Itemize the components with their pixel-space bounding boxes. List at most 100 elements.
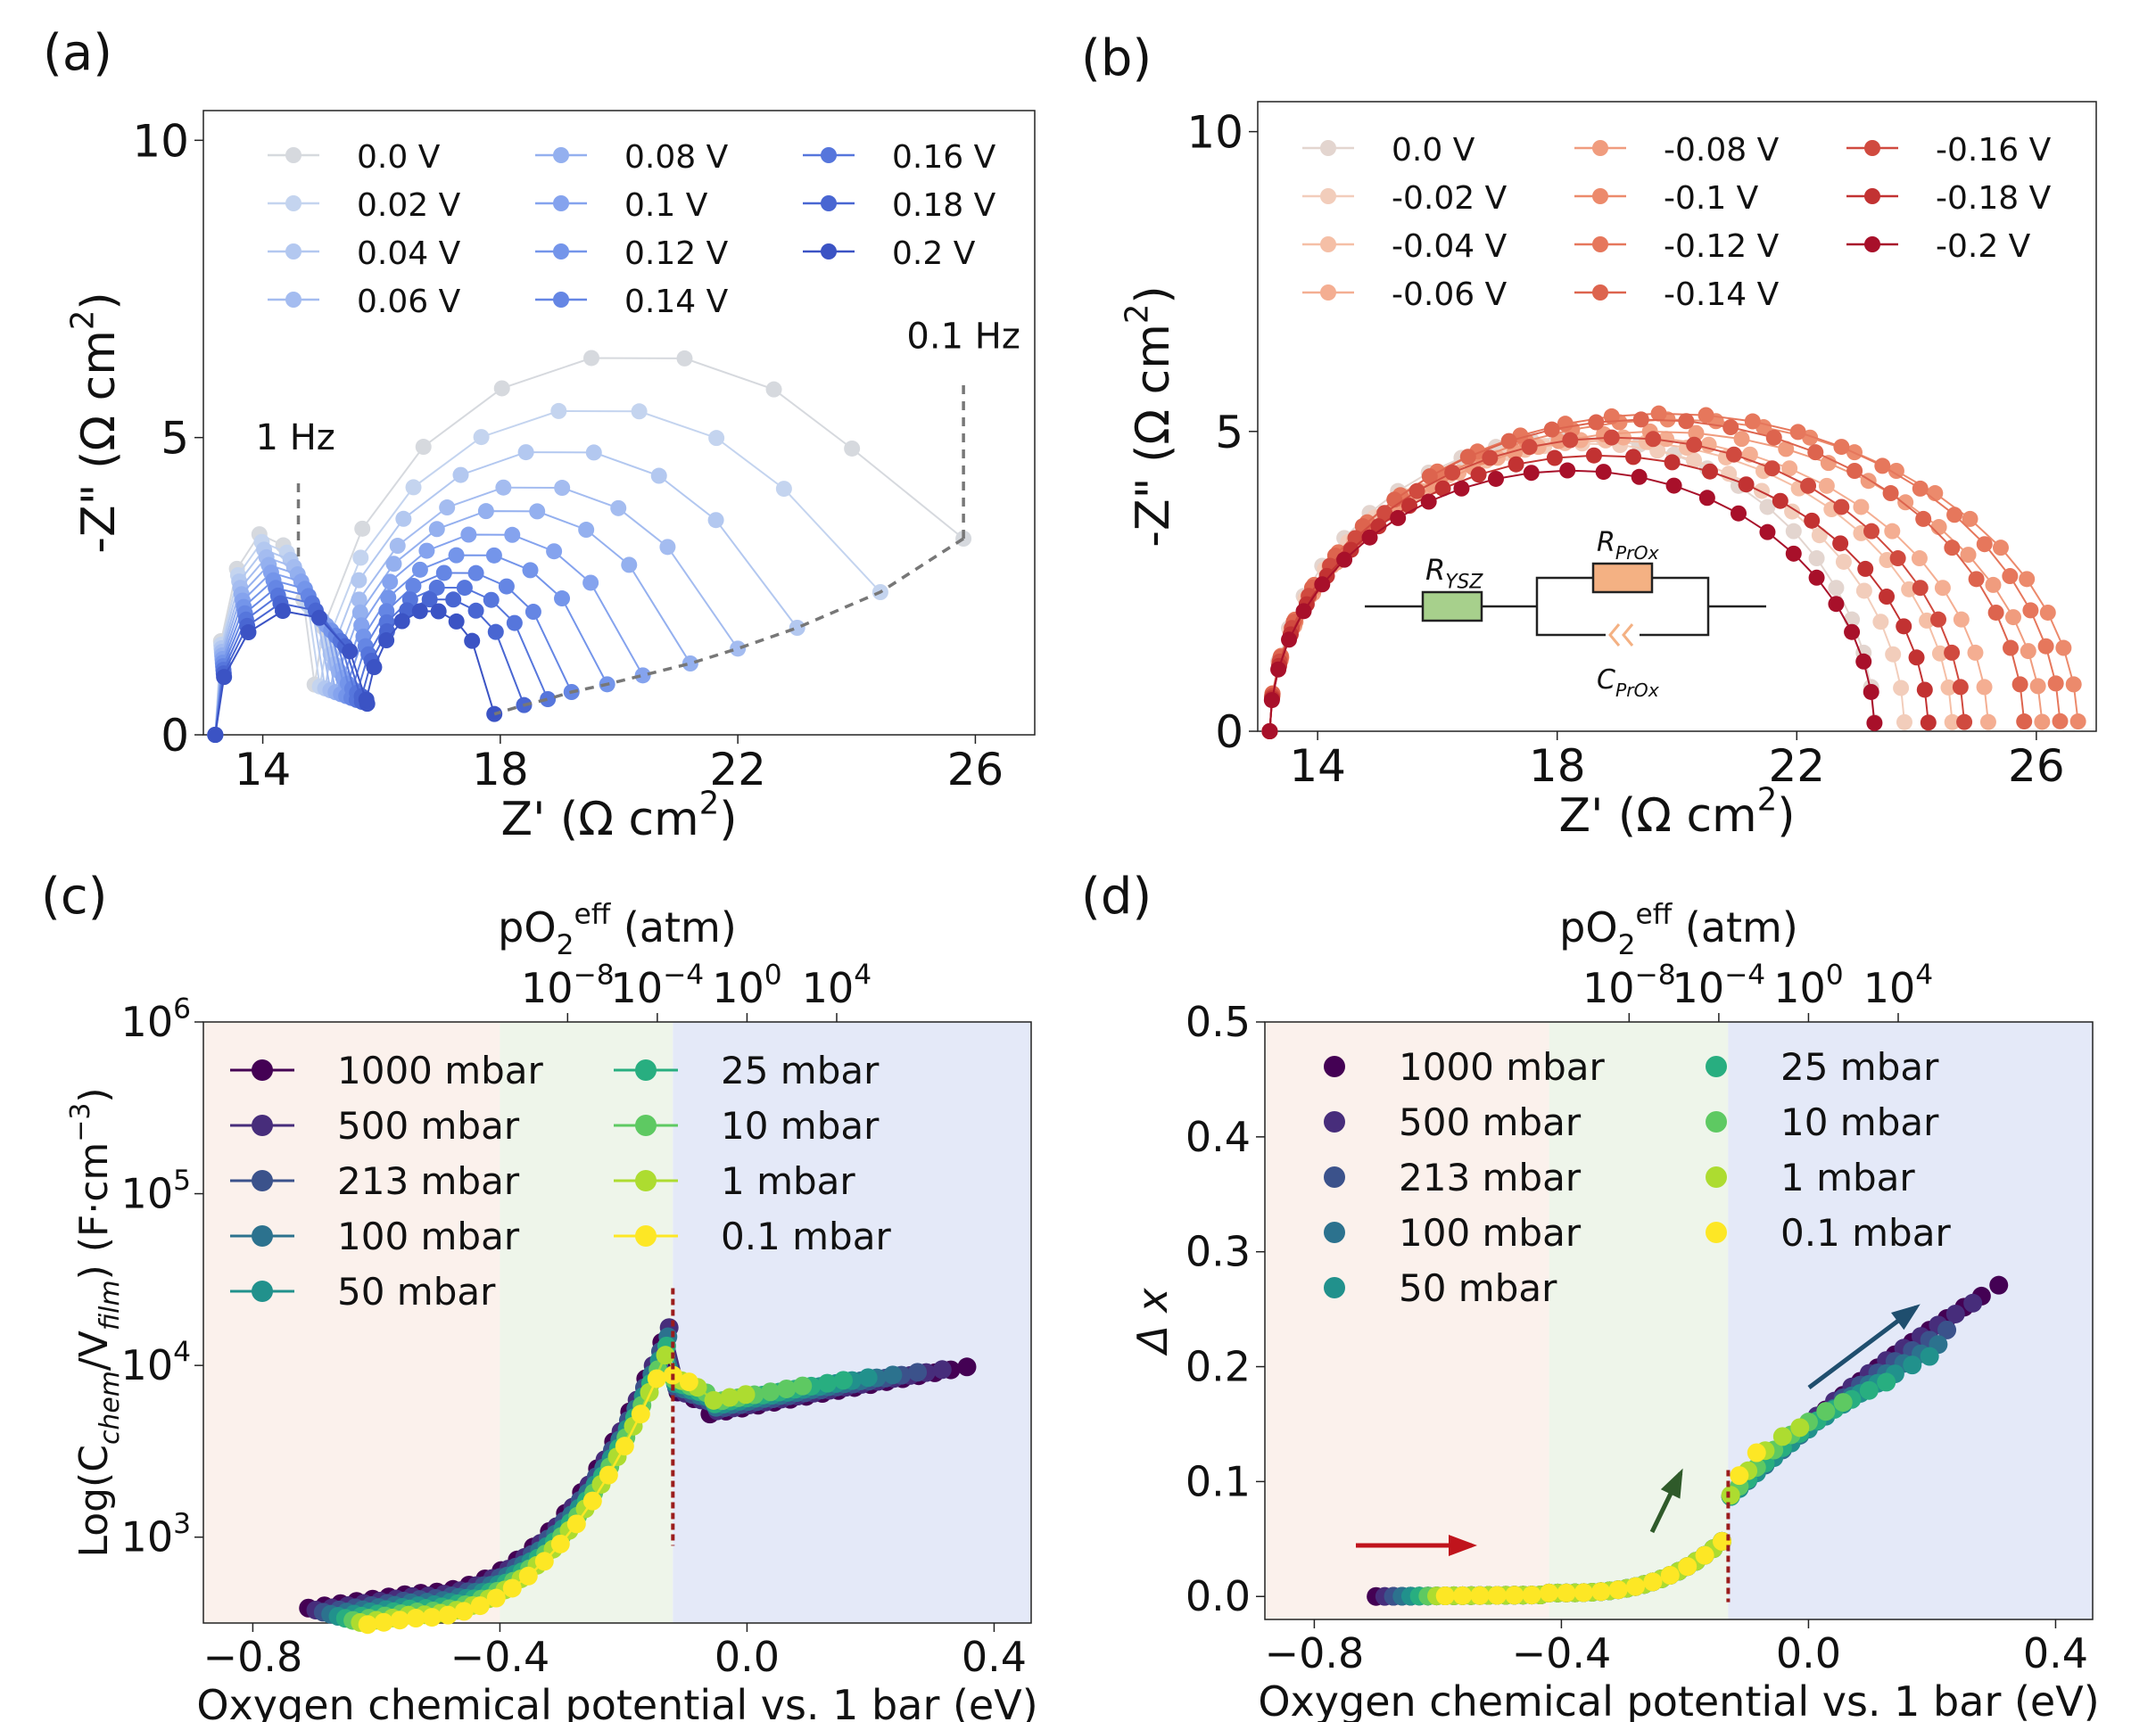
data-point	[207, 727, 224, 743]
data-point	[1747, 1443, 1766, 1462]
data-point	[1855, 582, 1872, 599]
top-x-tick-label-part: 10	[712, 964, 764, 1012]
data-point	[720, 1388, 739, 1407]
y-axis-label-part: )	[71, 1087, 117, 1102]
data-point	[631, 1405, 650, 1424]
data-point	[1500, 433, 1517, 449]
data-point	[502, 1578, 522, 1598]
legend-marker	[1592, 284, 1608, 301]
data-point	[1738, 476, 1755, 493]
data-point	[454, 1602, 474, 1621]
x-tick-label: −0.4	[450, 1633, 550, 1681]
legend-label: -0.1 V	[1664, 180, 1759, 217]
y-tick-label: 0.0	[1185, 1572, 1251, 1620]
resistor-ysz	[1421, 590, 1483, 622]
data-point	[2055, 639, 2072, 656]
series--0.16 V	[1261, 429, 1973, 739]
data-point	[1976, 536, 1993, 553]
data-point	[1721, 1486, 1740, 1505]
top-x-axis-label-part: eff	[574, 898, 611, 930]
region-oxidizing	[1728, 1022, 2093, 1619]
label-r-ysz: RYSZ	[1425, 553, 1483, 594]
data-point	[518, 1566, 538, 1586]
legend-label: 0.16 V	[892, 139, 996, 176]
data-point	[1912, 480, 1929, 497]
data-point	[352, 549, 369, 566]
top-x-axis-label-part: eff	[1635, 898, 1673, 930]
top-x-tick-label-part: −4	[1724, 959, 1765, 991]
x-tick-label: 0.4	[2023, 1629, 2088, 1677]
data-point	[1521, 439, 1538, 456]
y-axis-label: -Z" (Ω cm2)	[1119, 285, 1180, 547]
series-line	[214, 451, 798, 736]
label-r-ysz-part: R	[1425, 553, 1445, 587]
data-point	[1390, 509, 1407, 526]
legend-label: 0.1 mbar	[721, 1215, 891, 1258]
panel-label-c: (c)	[41, 868, 107, 926]
legend-label: 1000 mbar	[337, 1049, 544, 1092]
data-point	[1765, 429, 1782, 446]
data-point	[765, 381, 782, 398]
data-point	[430, 603, 447, 620]
legend-label: 500 mbar	[1399, 1100, 1582, 1144]
y-tick-label-part: 5	[173, 1165, 191, 1197]
legend-marker	[1324, 1166, 1345, 1188]
x-tick-label: 0.0	[715, 1633, 780, 1681]
data-point	[582, 1491, 602, 1511]
data-point	[1863, 523, 1880, 540]
dashed-connector-low-freq	[493, 537, 965, 716]
data-point	[1952, 679, 1969, 696]
data-point	[1434, 480, 1451, 497]
data-point	[1754, 482, 1771, 499]
series-0.2 V	[207, 603, 503, 743]
data-point	[448, 613, 465, 630]
legend-marker	[553, 147, 569, 163]
data-point	[1897, 494, 1914, 511]
top-x-tick-label-part: 10	[1582, 964, 1635, 1012]
data-point	[1811, 527, 1828, 544]
data-point	[1879, 589, 1896, 606]
data-point	[1920, 714, 1937, 731]
data-point	[1896, 618, 1912, 635]
data-point	[358, 1615, 377, 1635]
y-axis-label: Log(Cchem/Vfilm) (F·cm−3)	[65, 1087, 126, 1557]
data-point	[679, 1372, 698, 1392]
data-point	[1937, 1320, 1957, 1339]
data-point	[2065, 676, 2082, 693]
data-point	[2003, 639, 2020, 656]
data-point	[1833, 498, 1850, 515]
top-x-axis-label: pO2eff (atm)	[1559, 898, 1798, 961]
data-point	[1764, 460, 1780, 477]
data-point	[1730, 1466, 1749, 1486]
data-point	[681, 655, 698, 671]
data-point	[554, 590, 571, 607]
resistor-prox	[1591, 562, 1654, 594]
y-axis-label-part: 2	[65, 310, 102, 331]
legend-marker	[1864, 140, 1880, 156]
y-axis-label-part: )	[1127, 285, 1180, 303]
legend-label: 1 mbar	[1780, 1156, 1915, 1199]
data-point	[477, 503, 494, 520]
legend-marker	[1324, 1056, 1345, 1077]
legend-label: 0.04 V	[357, 235, 461, 272]
data-point	[1487, 1586, 1507, 1605]
top-x-axis-label-part: 2	[1618, 929, 1636, 961]
data-point	[385, 556, 402, 573]
data-point	[578, 522, 595, 539]
y-axis-label-part: −3	[65, 1103, 96, 1142]
data-point	[554, 480, 571, 497]
data-point	[1631, 468, 1648, 485]
data-point	[1807, 444, 1824, 461]
data-point	[1802, 429, 1819, 446]
top-x-axis-label-part: 2	[557, 929, 574, 961]
y-tick-label: 103	[121, 1508, 191, 1561]
data-point	[1808, 569, 1825, 586]
data-point	[540, 691, 557, 707]
x-axis-label-part: 2	[699, 786, 720, 822]
legend-marker	[1706, 1166, 1727, 1188]
data-point	[1908, 649, 1925, 666]
y-tick-label: 0	[1215, 706, 1243, 758]
y-axis-label-part: Log(C	[71, 1445, 117, 1557]
legend-label: 1000 mbar	[1399, 1045, 1606, 1089]
legend-label: 25 mbar	[1780, 1045, 1939, 1089]
